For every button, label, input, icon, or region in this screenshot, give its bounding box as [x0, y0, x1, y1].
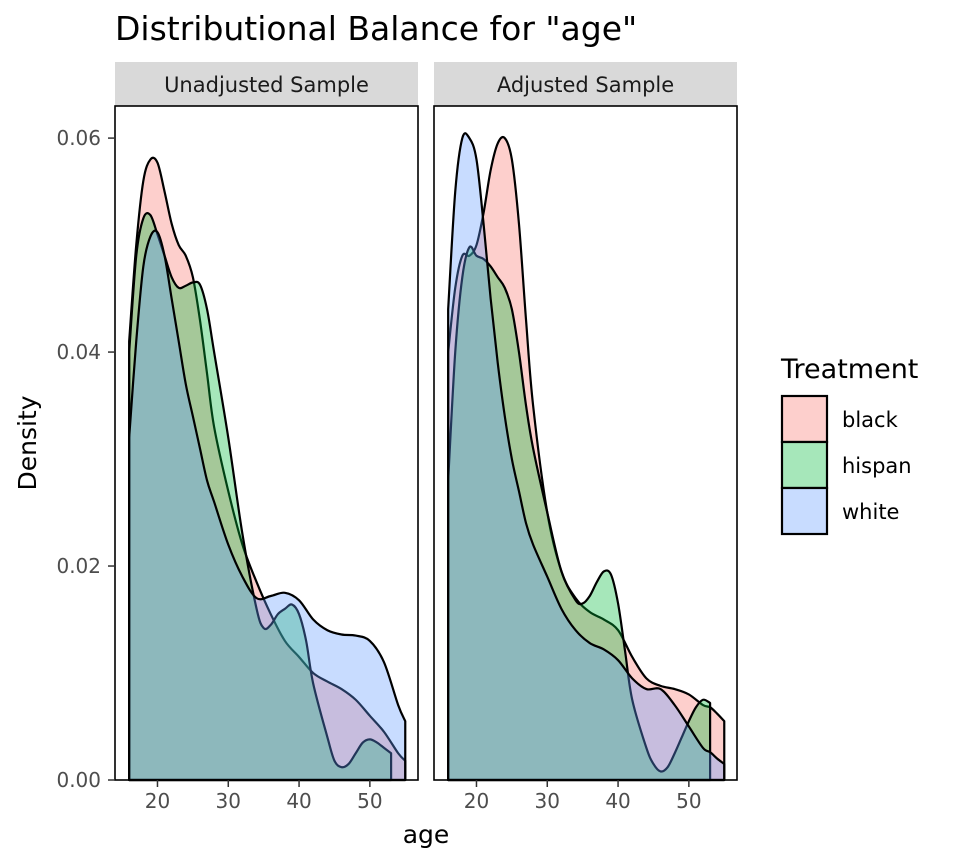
legend: Treatment black hispan white: [780, 354, 918, 536]
y-tick-label: 0.02: [56, 554, 101, 578]
x-tick-label: 20: [145, 789, 170, 813]
panel-adjusted-density-areas: [447, 132, 726, 782]
legend-key-bg-hispan: [782, 442, 827, 488]
legend-swatch-white: [780, 486, 829, 536]
density-area-white: [447, 132, 726, 782]
strip-adjusted: [434, 62, 737, 106]
panel-adjusted-border: [433, 105, 738, 781]
x-tick-label: 50: [357, 789, 382, 813]
legend-label-black: black: [842, 408, 899, 432]
x-tick-label: 40: [286, 789, 311, 813]
legend-key-bg-black: [782, 396, 827, 442]
x-tick-label: 40: [605, 789, 630, 813]
density-area-hispan: [447, 245, 712, 782]
legend-key-bg-white: [782, 488, 827, 534]
y-tick-label: 0.00: [56, 768, 101, 792]
legend-keys: black hispan white: [780, 394, 912, 536]
legend-label-white: white: [842, 500, 899, 524]
x-tick-label: 30: [535, 789, 560, 813]
density-area-black: [128, 156, 407, 782]
y-axis: 0.00 0.02 0.04 0.06: [56, 126, 115, 792]
y-tick-label: 0.04: [56, 340, 101, 364]
legend-swatch-black: [780, 394, 829, 444]
strip-label-unadjusted: Unadjusted Sample: [164, 73, 369, 97]
density-area-white: [128, 229, 407, 782]
panel-adjusted: Adjusted Sample: [433, 62, 738, 782]
x-tick-label: 20: [464, 789, 489, 813]
y-tick-label: 0.06: [56, 126, 101, 150]
legend-swatch-hispan: [780, 440, 829, 490]
panel-unadjusted-border: [114, 105, 419, 781]
strip-unadjusted: [115, 62, 418, 106]
panel-unadjusted-density-areas: [128, 156, 407, 782]
x-axis-title: age: [403, 820, 450, 849]
chart-title: Distributional Balance for "age": [115, 9, 637, 48]
x-axis-adjusted: 20 30 40 50: [464, 780, 702, 813]
x-tick-label: 30: [216, 789, 241, 813]
x-axis-unadjusted: 20 30 40 50: [145, 780, 383, 813]
panel-unadjusted: Unadjusted Sample: [114, 62, 419, 782]
legend-title: Treatment: [780, 354, 918, 385]
x-tick-label: 50: [676, 789, 701, 813]
y-axis-title: Density: [13, 395, 42, 490]
legend-label-hispan: hispan: [842, 454, 912, 478]
strip-label-adjusted: Adjusted Sample: [497, 73, 674, 97]
